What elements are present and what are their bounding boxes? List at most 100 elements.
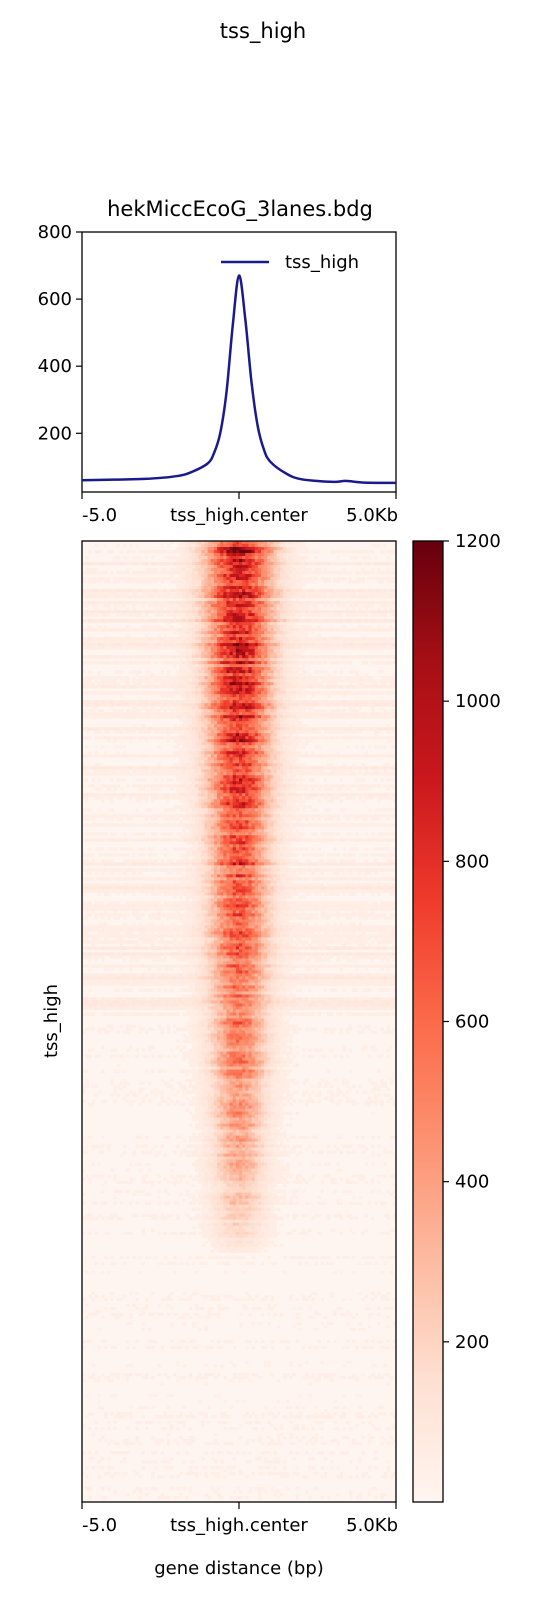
heatmap-cell [88, 637, 92, 640]
heatmap-cell [248, 646, 252, 649]
heatmap-cell [245, 727, 249, 730]
heatmap-cell [355, 643, 359, 646]
heatmap-cell [252, 634, 256, 637]
heatmap-cell [289, 568, 293, 571]
heatmap-cell [261, 577, 265, 580]
heatmap-cell [239, 550, 243, 553]
heatmap-cell [214, 619, 218, 622]
heatmap-cell [176, 568, 180, 571]
heatmap-cell [314, 745, 318, 748]
heatmap-cell [220, 604, 224, 607]
heatmap-cell [365, 661, 369, 664]
heatmap-cell [296, 667, 300, 670]
heatmap-cell [167, 694, 171, 697]
heatmap-cell [201, 598, 205, 601]
heatmap-cell [314, 640, 318, 643]
heatmap-cell [201, 655, 205, 658]
heatmap-cell [380, 619, 384, 622]
heatmap-cell [123, 715, 127, 718]
heatmap-cell [123, 544, 127, 547]
heatmap-cell [176, 673, 180, 676]
heatmap-cell [95, 562, 99, 565]
heatmap-cell [186, 583, 190, 586]
heatmap-cell [277, 568, 281, 571]
heatmap-cell [258, 655, 262, 658]
heatmap-cell [104, 655, 108, 658]
heatmap-cell [214, 562, 218, 565]
heatmap-cell [314, 577, 318, 580]
heatmap-cell [135, 619, 139, 622]
heatmap-cell [204, 697, 208, 700]
heatmap-cell [113, 676, 117, 679]
heatmap-cell [277, 547, 281, 550]
heatmap-cell [91, 646, 95, 649]
heatmap-cell [358, 628, 362, 631]
heatmap-cell [352, 712, 356, 715]
heatmap-cell [321, 661, 325, 664]
heatmap-cell [239, 652, 243, 655]
heatmap-cell [204, 709, 208, 712]
heatmap-cell [201, 562, 205, 565]
heatmap-cell [230, 649, 234, 652]
heatmap-cell [299, 682, 303, 685]
heatmap-cell [277, 715, 281, 718]
heatmap-cell [132, 643, 136, 646]
heatmap-cell [242, 625, 246, 628]
heatmap-cell [223, 601, 227, 604]
heatmap-cell [371, 595, 375, 598]
heatmap-cell [264, 571, 268, 574]
heatmap-cell [296, 715, 300, 718]
heatmap-cell [220, 679, 224, 682]
heatmap-cell [195, 637, 199, 640]
heatmap-cell [173, 724, 177, 727]
heatmap-cell [339, 640, 343, 643]
heatmap-cell [217, 664, 221, 667]
heatmap-cell [195, 586, 199, 589]
heatmap-cell [267, 589, 271, 592]
heatmap-cell [264, 715, 268, 718]
heatmap-cell [261, 679, 265, 682]
heatmap-cell [261, 685, 265, 688]
heatmap-cell [167, 601, 171, 604]
heatmap-cell [292, 667, 296, 670]
heatmap-cell [258, 592, 262, 595]
heatmap-cell [299, 727, 303, 730]
heatmap-cell [358, 610, 362, 613]
heatmap-cell [95, 730, 99, 733]
figure-title: tss_high [220, 19, 306, 44]
heatmap-cell [226, 565, 230, 568]
heatmap-cell [327, 700, 331, 703]
heatmap-cell [248, 739, 252, 742]
heatmap-cell [113, 595, 117, 598]
heatmap-cell [139, 628, 143, 631]
heatmap-cell [289, 685, 293, 688]
heatmap-cell [305, 619, 309, 622]
heatmap-cell [132, 628, 136, 631]
heatmap-cell [255, 619, 259, 622]
heatmap-cell [129, 655, 133, 658]
heatmap-cell [126, 625, 130, 628]
heatmap-cell [179, 619, 183, 622]
heatmap-cell [223, 751, 227, 754]
heatmap-cell [324, 703, 328, 706]
heatmap-cell [289, 604, 293, 607]
heatmap-cell [192, 691, 196, 694]
heatmap-cell [377, 625, 381, 628]
heatmap-cell [245, 685, 249, 688]
heatmap-cell [223, 565, 227, 568]
heatmap-cell [186, 682, 190, 685]
heatmap-cell [223, 658, 227, 661]
heatmap-cell [123, 655, 127, 658]
heatmap-cell [349, 730, 353, 733]
heatmap-cell [195, 745, 199, 748]
heatmap-cell [151, 568, 155, 571]
heatmap-cell [223, 721, 227, 724]
heatmap-cell [217, 685, 221, 688]
heatmap-cell [270, 595, 274, 598]
heatmap-cell [135, 601, 139, 604]
heatmap-cell [283, 610, 287, 613]
heatmap-cell [104, 715, 108, 718]
heatmap-cell [226, 691, 230, 694]
heatmap-cell [274, 706, 278, 709]
heatmap-cell [289, 559, 293, 562]
